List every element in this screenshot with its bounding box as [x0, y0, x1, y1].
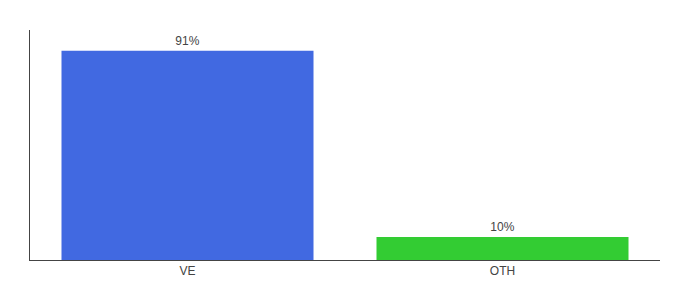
svg-text:91%: 91% [175, 34, 199, 48]
svg-text:10%: 10% [490, 220, 514, 234]
svg-text:VE: VE [179, 264, 195, 278]
svg-text:OTH: OTH [490, 264, 515, 278]
